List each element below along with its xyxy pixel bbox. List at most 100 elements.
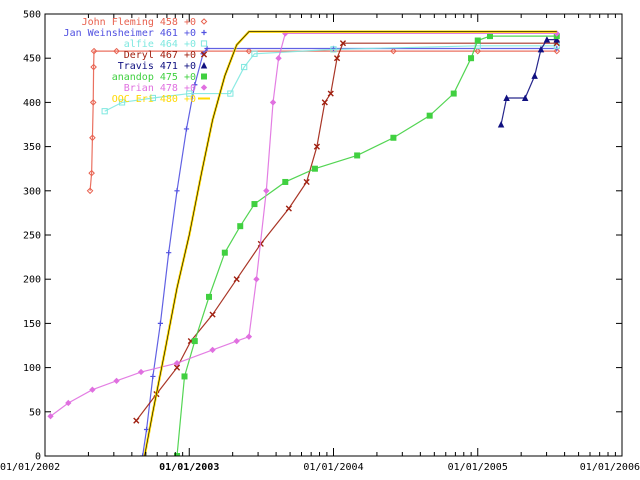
plot-series (47, 30, 561, 456)
series-point (88, 169, 95, 177)
series-line (104, 45, 557, 112)
legend-item: Deryl 467 +0 (124, 50, 208, 61)
series-point (330, 46, 337, 53)
legend-label: Deryl 467 +0 (124, 50, 196, 61)
series-point (333, 55, 341, 62)
series-point (543, 36, 551, 43)
legend-marker (200, 73, 207, 80)
series-point (113, 377, 120, 385)
series-3 (101, 42, 560, 115)
legend-item: John Fleming 458 +0 (82, 17, 208, 28)
x-tick-label: 01/01/2004 (303, 462, 363, 473)
series-line (176, 35, 557, 456)
series-point (183, 126, 190, 132)
series-point (101, 108, 108, 115)
series-point (174, 188, 180, 194)
series-line (135, 42, 557, 422)
series-point (245, 333, 253, 340)
series-point (285, 205, 292, 212)
series-point (192, 82, 198, 88)
series-point (137, 368, 145, 376)
series-4 (133, 40, 560, 424)
series-point (354, 152, 361, 159)
y-tick-label: 150 (23, 319, 41, 330)
series-2 (140, 45, 560, 456)
series-point (311, 165, 318, 172)
y-tick-label: 0 (35, 452, 41, 463)
legend-label: Jan Weinsheimer 461 +0 (64, 28, 196, 39)
series-point (327, 90, 334, 97)
series-point (173, 364, 181, 371)
series-point (47, 413, 54, 420)
legend-marker (200, 51, 208, 58)
y-tick-label: 350 (23, 142, 41, 153)
series-point (241, 63, 248, 71)
legend-label: Brian 478 +0 (124, 83, 196, 94)
series-point (468, 55, 475, 62)
y-tick-label: 200 (23, 275, 41, 286)
series-point (253, 276, 260, 283)
series-point (118, 99, 126, 106)
series-8 (143, 30, 557, 456)
axes: 0 50 100 150 200 250 300 350 400 450 500 01/01/2002… (0, 10, 640, 474)
series-point (269, 99, 277, 106)
series-point (237, 223, 244, 230)
legend-label: OOC Eri 480 +0 (112, 94, 196, 105)
series-point (90, 63, 97, 71)
legend-marker (201, 29, 207, 36)
legend-marker (200, 18, 208, 25)
legend-item: anandop 475 +0 (112, 72, 207, 83)
series-point (275, 55, 282, 62)
legend-item: OOC Eri 480 +0 (112, 94, 210, 105)
series-point (521, 94, 529, 101)
series-7 (47, 30, 560, 420)
series-point (321, 99, 328, 106)
series-point (313, 143, 320, 150)
series-point (537, 45, 545, 53)
series-point (251, 201, 258, 208)
series-point (553, 47, 561, 55)
series-point (209, 311, 216, 318)
series-point (263, 187, 270, 194)
series-point (186, 90, 193, 97)
series-point (133, 417, 140, 424)
series-point (303, 178, 310, 186)
series-point (339, 40, 347, 47)
series-point (90, 47, 98, 55)
series-point (140, 453, 146, 456)
series-point (497, 121, 505, 128)
series-point (157, 320, 163, 326)
series-line (500, 39, 557, 125)
series-point (503, 94, 510, 101)
series-point (474, 47, 482, 55)
series-point (450, 90, 457, 97)
series-point (227, 90, 234, 97)
legend-label: Travis 471 +0 (118, 61, 196, 72)
series-point (426, 112, 433, 119)
x-tick-label: 01/01/2006 (580, 462, 640, 473)
legend-marker (200, 84, 208, 91)
legend-item: Jan Weinsheimer 461 +0 (64, 28, 207, 39)
series-point (233, 276, 240, 283)
series-point (233, 337, 240, 345)
series-point (531, 72, 538, 79)
y-tick-label: 50 (29, 407, 41, 418)
y-tick-label: 300 (23, 186, 41, 197)
series-point (191, 338, 198, 345)
series-point (487, 33, 494, 40)
series-point (282, 178, 289, 185)
series-point (181, 373, 188, 380)
series-line (142, 47, 557, 456)
series-6 (173, 33, 560, 456)
series-line-core (144, 31, 557, 456)
series-point (149, 94, 156, 102)
series-point (390, 134, 397, 141)
y-tick-label: 450 (23, 54, 41, 65)
series-point (113, 47, 120, 55)
legend-marker (200, 62, 208, 69)
series-point (143, 426, 150, 433)
series-point (553, 36, 561, 43)
x-tick-label: 01/01/2002 (0, 462, 60, 473)
